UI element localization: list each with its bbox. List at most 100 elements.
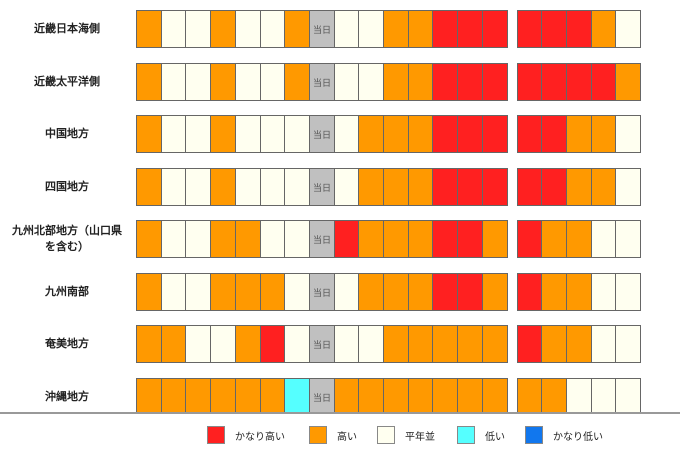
legend-swatch-high xyxy=(309,426,327,444)
forecast-cell xyxy=(591,115,617,153)
forecast-cell xyxy=(541,10,567,48)
forecast-cell xyxy=(210,325,236,363)
legend-label: 低い xyxy=(485,431,505,443)
region-row: 四国地方 当日 xyxy=(0,168,680,206)
forecast-cell xyxy=(185,325,211,363)
forecast-cell xyxy=(457,168,483,206)
forecast-cell xyxy=(615,168,641,206)
region-label: 奄美地方 xyxy=(45,337,89,350)
forecast-cell xyxy=(408,63,434,101)
forecast-cell xyxy=(482,63,508,101)
forecast-cell xyxy=(482,325,508,363)
forecast-cell xyxy=(284,220,310,258)
forecast-cell xyxy=(136,378,162,416)
forecast-cell xyxy=(566,115,592,153)
forecast-cell xyxy=(541,325,567,363)
region-label: 沖縄地方 xyxy=(45,390,89,403)
forecast-cell xyxy=(161,273,187,311)
forecast-cell xyxy=(334,168,360,206)
forecast-cell xyxy=(161,220,187,258)
forecast-cell xyxy=(284,115,310,153)
legend-label: 平年並 xyxy=(405,431,435,443)
legend-item-low: 低い xyxy=(457,426,505,444)
forecast-cell xyxy=(383,63,409,101)
legend-label: かなり高い xyxy=(235,431,285,443)
forecast-cell xyxy=(260,220,286,258)
forecast-cell xyxy=(358,115,384,153)
forecast-cell xyxy=(235,378,261,416)
region-row: 奄美地方 当日 xyxy=(0,325,680,363)
forecast-cell xyxy=(457,273,483,311)
forecast-cell xyxy=(591,273,617,311)
forecast-cell xyxy=(185,115,211,153)
region-label: 近畿太平洋側 xyxy=(34,75,100,88)
forecast-cell xyxy=(210,10,236,48)
forecast-cell xyxy=(358,325,384,363)
forecast-cell xyxy=(161,378,187,416)
forecast-cell xyxy=(541,378,567,416)
forecast-cell xyxy=(517,168,543,206)
today-cell: 当日 xyxy=(309,10,335,48)
forecast-cell xyxy=(358,378,384,416)
forecast-cell xyxy=(210,378,236,416)
forecast-cell xyxy=(358,10,384,48)
forecast-cell xyxy=(591,168,617,206)
forecast-cell xyxy=(615,273,641,311)
legend-swatch-very-high xyxy=(207,426,225,444)
forecast-cell xyxy=(432,220,458,258)
forecast-cell xyxy=(260,115,286,153)
forecast-cell xyxy=(260,273,286,311)
forecast-cell xyxy=(235,10,261,48)
forecast-cell xyxy=(566,325,592,363)
forecast-cell xyxy=(615,325,641,363)
forecast-cell xyxy=(432,168,458,206)
legend-swatch-normal xyxy=(377,426,395,444)
forecast-cell xyxy=(136,10,162,48)
forecast-cell xyxy=(210,115,236,153)
forecast-cell xyxy=(383,220,409,258)
forecast-cell xyxy=(541,63,567,101)
forecast-cell xyxy=(235,325,261,363)
forecast-cell xyxy=(517,63,543,101)
region-label: 九州北部地方（山口県 を含む） xyxy=(12,224,122,253)
forecast-cell xyxy=(383,273,409,311)
legend-label: かなり低い xyxy=(553,431,603,443)
forecast-cell xyxy=(566,220,592,258)
forecast-cell xyxy=(136,325,162,363)
region-row: 中国地方 当日 xyxy=(0,115,680,153)
forecast-cell xyxy=(334,115,360,153)
forecast-cell xyxy=(284,63,310,101)
forecast-cell xyxy=(383,10,409,48)
forecast-cell xyxy=(591,63,617,101)
forecast-cell xyxy=(482,220,508,258)
forecast-cell xyxy=(541,115,567,153)
region-label: 近畿日本海側 xyxy=(34,22,100,35)
forecast-cell xyxy=(136,220,162,258)
forecast-cell xyxy=(482,168,508,206)
forecast-cell xyxy=(185,168,211,206)
forecast-cell xyxy=(334,378,360,416)
forecast-cell xyxy=(334,63,360,101)
forecast-cell xyxy=(457,115,483,153)
forecast-cell xyxy=(260,378,286,416)
forecast-cell xyxy=(615,220,641,258)
forecast-cell xyxy=(210,63,236,101)
forecast-cell xyxy=(408,10,434,48)
forecast-cell xyxy=(566,63,592,101)
forecast-cell xyxy=(432,63,458,101)
forecast-cell xyxy=(566,10,592,48)
forecast-cell xyxy=(284,168,310,206)
forecast-cell xyxy=(210,168,236,206)
forecast-cell xyxy=(457,10,483,48)
today-cell: 当日 xyxy=(309,325,335,363)
forecast-cell xyxy=(383,115,409,153)
region-row: 九州北部地方（山口県 を含む） 当日 xyxy=(0,220,680,258)
forecast-cell xyxy=(185,63,211,101)
forecast-cell xyxy=(591,10,617,48)
forecast-cell xyxy=(591,378,617,416)
forecast-cell xyxy=(482,10,508,48)
forecast-cell xyxy=(457,325,483,363)
forecast-cell xyxy=(432,10,458,48)
today-cell: 当日 xyxy=(309,273,335,311)
forecast-cell xyxy=(136,63,162,101)
